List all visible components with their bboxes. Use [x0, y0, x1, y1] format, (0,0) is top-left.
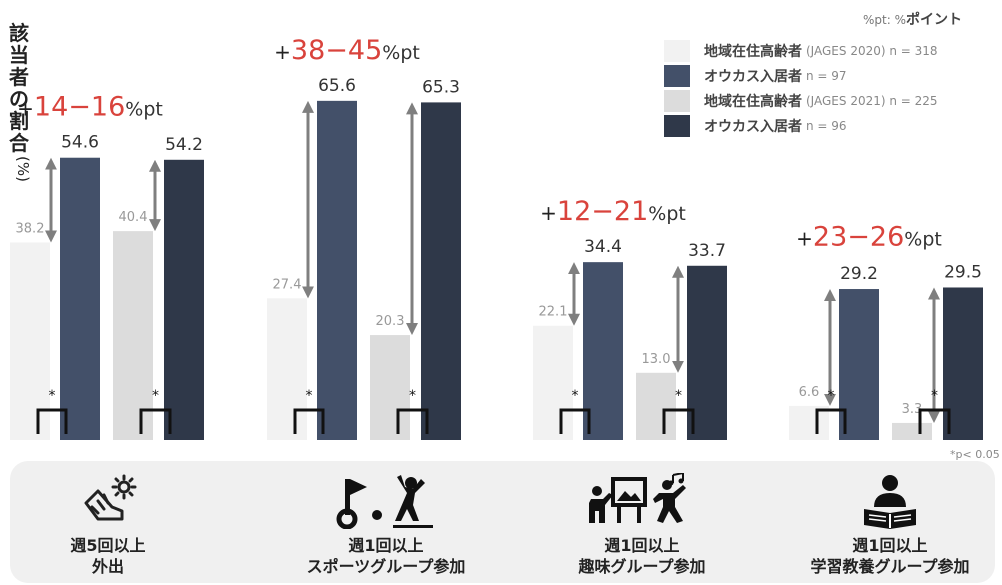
bar-value-label: 3.3	[902, 402, 923, 417]
shoe-sun-icon	[8, 471, 208, 529]
bar-value-label: 20.3	[376, 314, 405, 329]
significance-note: *p< 0.05	[950, 448, 1000, 461]
y-axis-unit: (%)	[14, 156, 32, 182]
category-hobby: 週1回以上 趣味グループ参加	[542, 461, 742, 577]
bar	[892, 422, 932, 440]
bar	[267, 298, 307, 440]
significance-star: *	[828, 388, 835, 404]
study-book-icon	[790, 471, 990, 529]
y-axis-title: 該当者の割合	[9, 21, 29, 155]
significance-star: *	[409, 388, 416, 404]
unit-note: %pt: %ポイント	[863, 9, 962, 29]
bar	[533, 325, 573, 440]
bar-value-label: 40.4	[119, 210, 148, 225]
bar	[370, 335, 410, 440]
legend-series-detail: (JAGES 2020) n = 318	[806, 44, 938, 58]
difference-heading: +23−26%pt	[796, 221, 942, 252]
unit-note-prefix: %pt: %	[863, 13, 906, 27]
bar-value-label: 13.0	[642, 352, 671, 367]
category-line1: 週1回以上	[348, 536, 424, 555]
significance-bracket	[662, 408, 695, 434]
significance-star: *	[306, 388, 313, 404]
significance-star: *	[572, 388, 579, 404]
bar	[421, 102, 461, 441]
significance-bracket	[396, 408, 429, 434]
bar-value-label: 65.6	[318, 76, 356, 96]
bar	[636, 372, 676, 440]
bar-value-label: 29.5	[944, 262, 982, 282]
category-sports: 週1回以上 スポーツグループ参加	[286, 461, 486, 577]
bar-value-label: 54.2	[165, 135, 203, 155]
legend-swatch	[664, 90, 690, 112]
category-label: 週1回以上 趣味グループ参加	[542, 535, 742, 577]
category-label: 週1回以上 学習教養グループ参加	[790, 535, 990, 577]
significance-star: *	[49, 388, 56, 404]
significance-bracket	[139, 408, 172, 434]
bar-value-label: 6.6	[799, 385, 820, 400]
legend-item-community-2021: 地域在住高齢者 (JAGES 2021) n = 225	[664, 90, 938, 112]
category-label: 週1回以上 スポーツグループ参加	[286, 535, 486, 577]
significance-bracket	[815, 408, 847, 434]
difference-heading: +12−21%pt	[540, 196, 686, 227]
significance-bracket	[559, 408, 591, 434]
difference-heading: +14−16%pt	[17, 92, 163, 123]
legend: 地域在住高齢者 (JAGES 2020) n = 318 オウカス入居者 n =…	[664, 40, 938, 140]
legend-series-name: オウカス入居者	[704, 119, 802, 135]
bar	[317, 100, 357, 441]
bar-value-label: 33.7	[688, 241, 726, 261]
bar-value-label: 54.6	[61, 133, 99, 153]
legend-item-community-2020: 地域在住高齢者 (JAGES 2020) n = 318	[664, 40, 938, 62]
bar-chart: 38.2 54.6 40.4 54.2 * * +14−16%pt 27.4 65.6 20.3 6…	[10, 35, 983, 441]
significance-star: *	[675, 388, 682, 404]
bar	[789, 405, 829, 440]
hobby-group-icon	[542, 471, 742, 529]
legend-series-detail: n = 96	[806, 119, 847, 133]
significance-bracket	[293, 408, 325, 434]
legend-swatch	[664, 40, 690, 62]
category-line2: 外出	[91, 557, 124, 576]
legend-series-name: オウカス入居者	[704, 69, 802, 85]
category-line1: 週1回以上	[852, 536, 928, 555]
bar-value-label: 29.2	[840, 264, 878, 284]
bar-value-label: 27.4	[273, 277, 302, 292]
golf-sports-icon	[286, 471, 486, 529]
significance-star: *	[152, 388, 159, 404]
legend-series-name: 地域在住高齢者	[704, 44, 802, 60]
category-line2: 学習教養グループ参加	[810, 557, 970, 576]
legend-swatch	[664, 65, 690, 87]
category-panel: 週5回以上 外出 週1回以上 スポーツグループ参加	[10, 461, 995, 583]
legend-item-okas-2020: オウカス入居者 n = 97	[664, 65, 938, 87]
legend-series-name: 地域在住高齢者	[704, 94, 802, 110]
bar-value-label: 34.4	[584, 237, 622, 257]
legend-series-detail: (JAGES 2021) n = 225	[806, 94, 938, 108]
category-line2: スポーツグループ参加	[306, 557, 466, 576]
category-line2: 趣味グループ参加	[578, 557, 706, 576]
bar	[113, 231, 153, 440]
significance-bracket	[918, 408, 951, 434]
category-line1: 週1回以上	[604, 536, 680, 555]
legend-swatch	[664, 115, 690, 137]
category-label: 週5回以上 外出	[8, 535, 208, 577]
bar-value-label: 22.1	[539, 305, 568, 320]
legend-item-okas-2021: オウカス入居者 n = 96	[664, 115, 938, 137]
bar-value-label: 38.2	[16, 222, 45, 237]
category-line1: 週5回以上	[70, 536, 146, 555]
legend-series-detail: n = 97	[806, 69, 847, 83]
unit-note-bold: ポイント	[906, 12, 962, 28]
category-study: 週1回以上 学習教養グループ参加	[790, 461, 990, 577]
significance-star: *	[931, 388, 938, 404]
category-going-out: 週5回以上 外出	[8, 461, 208, 577]
significance-bracket	[36, 408, 68, 434]
bar	[164, 159, 204, 440]
bar-value-label: 65.3	[422, 77, 460, 97]
y-axis-label: 該当者の割合 (%)	[8, 22, 34, 182]
difference-heading: +38−45%pt	[274, 35, 420, 66]
bar	[10, 242, 50, 440]
bar	[60, 157, 100, 440]
